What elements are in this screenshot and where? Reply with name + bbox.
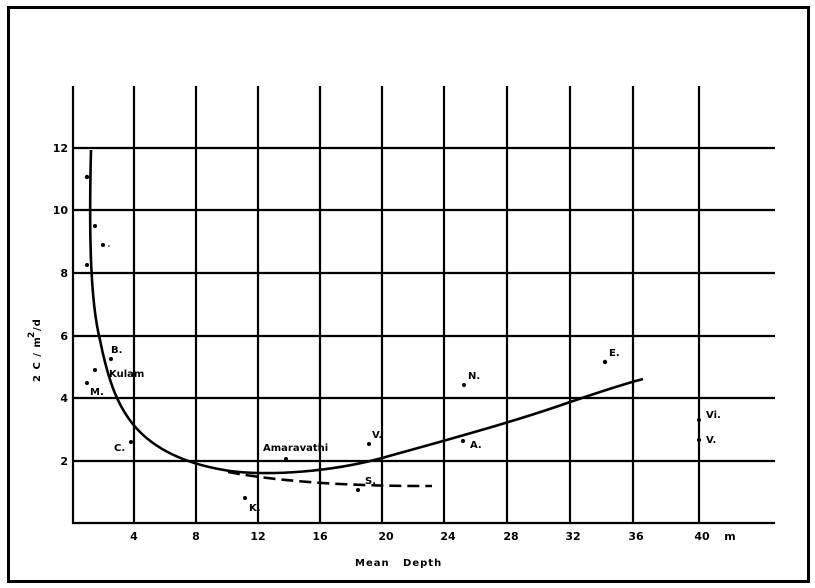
label-s: S.: [365, 476, 376, 487]
figure-frame: [7, 6, 810, 583]
y-tick-8: 8: [60, 267, 68, 280]
label-b: B.: [111, 345, 122, 356]
x-tick-12: 12: [250, 530, 265, 543]
data-point: [93, 224, 97, 228]
label-v: V.: [372, 430, 382, 441]
y-tick-12: 12: [53, 142, 68, 155]
x-tick-40: 40: [694, 530, 710, 543]
data-point-mark: [108, 245, 110, 247]
data-point-v: [367, 442, 371, 446]
x-tick-28: 28: [503, 530, 518, 543]
x-axis-title: Mean Depth: [355, 558, 442, 569]
data-point: [84, 174, 90, 180]
x-tick-24: 24: [440, 530, 456, 543]
data-point-n: [462, 383, 466, 387]
y-tick-4: 4: [60, 392, 68, 405]
y-axis-title-tail: /d: [32, 318, 43, 331]
label-kulam: Kulam: [109, 369, 144, 380]
label-vi: Vi.: [706, 410, 721, 421]
data-point-k: [243, 496, 247, 500]
fitted-curve-dashed: [227, 470, 433, 488]
data-point-kulam: [93, 368, 97, 372]
x-unit: m: [724, 530, 735, 543]
vertical-gridlines: [71, 86, 701, 524]
data-point-vi: [697, 418, 701, 422]
data-points: [84, 174, 701, 500]
data-point-m: [85, 381, 89, 385]
x-tick-32: 32: [565, 530, 580, 543]
data-point-c: [129, 440, 133, 444]
data-point-e: [602, 359, 608, 365]
x-tick-8: 8: [192, 530, 200, 543]
y-axis-title-main: 2 C / m: [32, 336, 43, 382]
y-tick-10: 10: [53, 204, 69, 217]
data-point-amaravathi: [284, 457, 288, 461]
x-tick-20: 20: [378, 530, 394, 543]
y-axis-title-sup: 2: [27, 331, 37, 338]
y-tick-6: 6: [60, 330, 68, 343]
label-k: K.: [249, 503, 261, 514]
fitted-curve-solid: [88, 149, 644, 475]
label-n: N.: [468, 371, 480, 382]
label-amaravathi: Amaravathi: [263, 443, 328, 454]
data-point-a: [461, 439, 465, 443]
label-e: E.: [609, 348, 620, 359]
label-m: M.: [90, 387, 104, 398]
x-tick-4: 4: [130, 530, 138, 543]
data-point: [101, 243, 105, 247]
label-a: A.: [470, 440, 482, 451]
x-tick-36: 36: [628, 530, 644, 543]
data-point-v2: [697, 438, 701, 442]
label-v2: V.: [706, 435, 716, 446]
point-labels: B. Kulam M. C. K. Amaravathi V. S. N. A.…: [90, 345, 721, 514]
y-axis-title: 2 C / m 2 /d: [27, 318, 43, 382]
y-tick-2: 2: [60, 455, 68, 468]
label-c: C.: [114, 443, 125, 454]
horizontal-gridlines: [72, 146, 775, 525]
x-tick-16: 16: [312, 530, 328, 543]
y-tick-labels: 12 10 8 6 4 2: [53, 142, 69, 468]
x-tick-labels: 4 8 12 16 20 24 28 32 36 40 m: [130, 530, 736, 543]
data-point: [85, 263, 89, 267]
data-point-b: [109, 357, 113, 361]
data-point-s: [356, 488, 360, 492]
